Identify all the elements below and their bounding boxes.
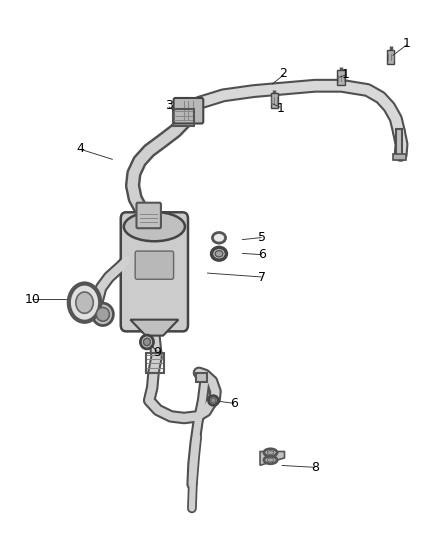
Circle shape: [76, 292, 93, 313]
Text: 3: 3: [165, 99, 173, 112]
Polygon shape: [396, 130, 403, 155]
Text: 5: 5: [258, 231, 266, 244]
Ellipse shape: [215, 251, 223, 257]
Text: 4: 4: [76, 142, 84, 155]
Ellipse shape: [264, 449, 277, 456]
Text: 6: 6: [230, 397, 238, 410]
Polygon shape: [131, 320, 178, 336]
Text: 8: 8: [311, 461, 319, 474]
Text: 1: 1: [403, 37, 411, 50]
FancyBboxPatch shape: [137, 203, 161, 228]
Ellipse shape: [124, 212, 185, 241]
Ellipse shape: [212, 232, 226, 243]
Ellipse shape: [267, 451, 274, 455]
Text: 1: 1: [276, 102, 284, 115]
Text: 6: 6: [258, 248, 266, 261]
Text: 9: 9: [153, 346, 161, 359]
Polygon shape: [337, 70, 345, 85]
Text: 1: 1: [342, 68, 350, 80]
FancyBboxPatch shape: [135, 251, 173, 279]
Ellipse shape: [144, 338, 150, 346]
Ellipse shape: [141, 335, 153, 349]
Polygon shape: [196, 373, 207, 382]
FancyBboxPatch shape: [173, 98, 203, 124]
Text: 7: 7: [258, 271, 266, 284]
Ellipse shape: [92, 303, 113, 326]
Text: 10: 10: [24, 293, 40, 306]
Polygon shape: [387, 50, 394, 64]
Ellipse shape: [211, 398, 216, 403]
Polygon shape: [271, 93, 278, 108]
Ellipse shape: [264, 456, 277, 464]
Polygon shape: [393, 154, 406, 160]
Ellipse shape: [208, 395, 218, 405]
Circle shape: [69, 284, 100, 322]
Ellipse shape: [96, 308, 110, 321]
Ellipse shape: [212, 247, 226, 260]
FancyBboxPatch shape: [121, 212, 188, 332]
Text: 2: 2: [279, 67, 287, 80]
Ellipse shape: [267, 458, 274, 462]
Polygon shape: [260, 451, 285, 465]
